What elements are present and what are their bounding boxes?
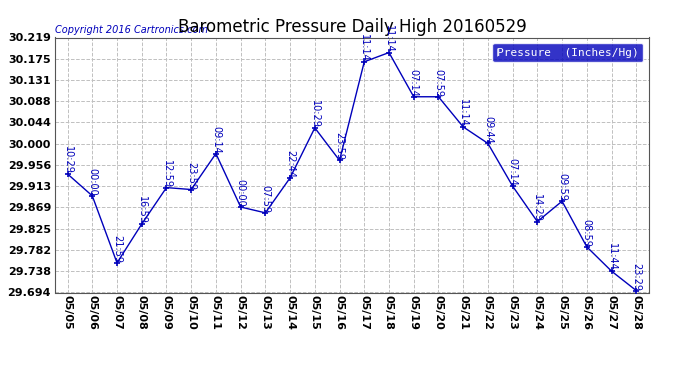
Text: Copyright 2016 Cartronics.com: Copyright 2016 Cartronics.com <box>55 25 208 35</box>
Text: 23:29: 23:29 <box>631 262 641 291</box>
Text: 11:14: 11:14 <box>359 34 369 62</box>
Text: 07:59: 07:59 <box>433 69 444 97</box>
Text: 07:59: 07:59 <box>260 185 270 213</box>
Text: 14:29: 14:29 <box>533 194 542 222</box>
Text: 21:59: 21:59 <box>112 235 122 263</box>
Text: 08:59: 08:59 <box>582 219 592 247</box>
Text: 11:14: 11:14 <box>384 25 394 52</box>
Text: 22:44: 22:44 <box>285 150 295 178</box>
Text: 07:14: 07:14 <box>408 69 419 97</box>
Text: 16:59: 16:59 <box>137 196 147 224</box>
Legend: Pressure  (Inches/Hg): Pressure (Inches/Hg) <box>493 43 643 62</box>
Text: 23:59: 23:59 <box>335 132 344 160</box>
Text: 09:44: 09:44 <box>483 116 493 143</box>
Text: 07:14: 07:14 <box>508 158 518 186</box>
Text: 00:00: 00:00 <box>236 179 246 207</box>
Text: 11:44: 11:44 <box>607 243 616 271</box>
Text: 23:59: 23:59 <box>186 162 196 189</box>
Text: 10:29: 10:29 <box>310 100 319 128</box>
Title: Barometric Pressure Daily High 20160529: Barometric Pressure Daily High 20160529 <box>177 18 526 36</box>
Text: 11:14: 11:14 <box>458 99 468 127</box>
Text: 09:14: 09:14 <box>211 126 221 154</box>
Text: 12:59: 12:59 <box>161 160 171 188</box>
Text: 09:59: 09:59 <box>557 173 567 201</box>
Text: 00:00: 00:00 <box>88 168 97 196</box>
Text: 10:29: 10:29 <box>63 146 72 174</box>
